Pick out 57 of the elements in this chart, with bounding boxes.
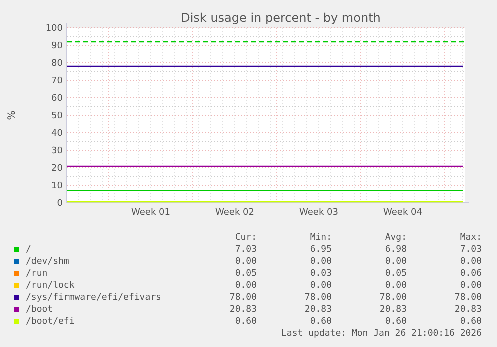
legend-label: /dev/shm: [26, 257, 70, 267]
text: 7.03: [460, 245, 482, 255]
text: 78.00: [304, 293, 332, 303]
text: 0.05: [235, 269, 257, 279]
text: 0.00: [385, 257, 407, 267]
text: 0.00: [310, 281, 332, 291]
x-tick-label: Week 04: [384, 208, 423, 218]
text: 0.00: [235, 257, 257, 267]
chart-title: Disk usage in percent - by month: [181, 11, 381, 25]
text: Last update: Mon Jan 26 21:00:16 2026: [282, 329, 482, 339]
text: 20.83: [454, 305, 482, 315]
text: 20.83: [304, 305, 332, 315]
y-tick-label: 80: [52, 59, 64, 70]
text: 7.03: [235, 245, 257, 255]
text: 78.00: [230, 293, 257, 303]
legend-label: /boot: [26, 305, 54, 315]
text: 0.60: [460, 317, 482, 327]
y-tick-label: 50: [52, 112, 64, 122]
x-tick-label: Week 03: [300, 208, 338, 218]
y-tick-label: 20: [52, 164, 64, 174]
legend-label: /: [26, 245, 32, 255]
legend-label: /boot/efi: [26, 317, 75, 327]
text: Min:: [310, 233, 332, 243]
y-tick-label: 30: [52, 146, 64, 157]
text: 6.98: [385, 245, 407, 255]
y-tick-label: 40: [52, 129, 64, 140]
text: Avg:: [385, 233, 407, 243]
text: Cur:: [235, 233, 257, 243]
text: 78.00: [454, 293, 482, 303]
x-tick-label: Week 02: [216, 208, 254, 218]
y-tick-label: 10: [52, 182, 64, 192]
text: Max:: [460, 233, 482, 243]
text: 0.00: [460, 257, 482, 267]
text: 0.05: [385, 269, 407, 279]
text: 0.00: [385, 281, 407, 291]
y-axis-title: %: [7, 110, 18, 120]
y-tick-label: 0: [57, 199, 64, 210]
text: 0.00: [460, 281, 482, 291]
legend-label: /run: [26, 269, 48, 279]
text: 0.06: [460, 269, 482, 279]
y-tick-label: 70: [52, 76, 64, 87]
text: 20.83: [380, 305, 407, 315]
text: 0.60: [310, 317, 332, 327]
text: 0.00: [310, 257, 332, 267]
text: 0.60: [235, 317, 257, 327]
text: 0.00: [235, 281, 257, 291]
legend-label: /run/lock: [26, 281, 76, 291]
text: 78.00: [380, 293, 407, 303]
legend-label: /sys/firmware/efi/efivars: [26, 293, 162, 303]
text: 20.83: [230, 305, 257, 315]
text: 0.60: [385, 317, 407, 327]
y-tick-label: 90: [52, 42, 64, 52]
text: 6.95: [310, 245, 332, 255]
text: 0.03: [310, 269, 332, 279]
x-tick-label: Week 01: [132, 208, 170, 218]
y-tick-label: 60: [52, 94, 64, 104]
y-tick-label: 100: [46, 24, 64, 34]
